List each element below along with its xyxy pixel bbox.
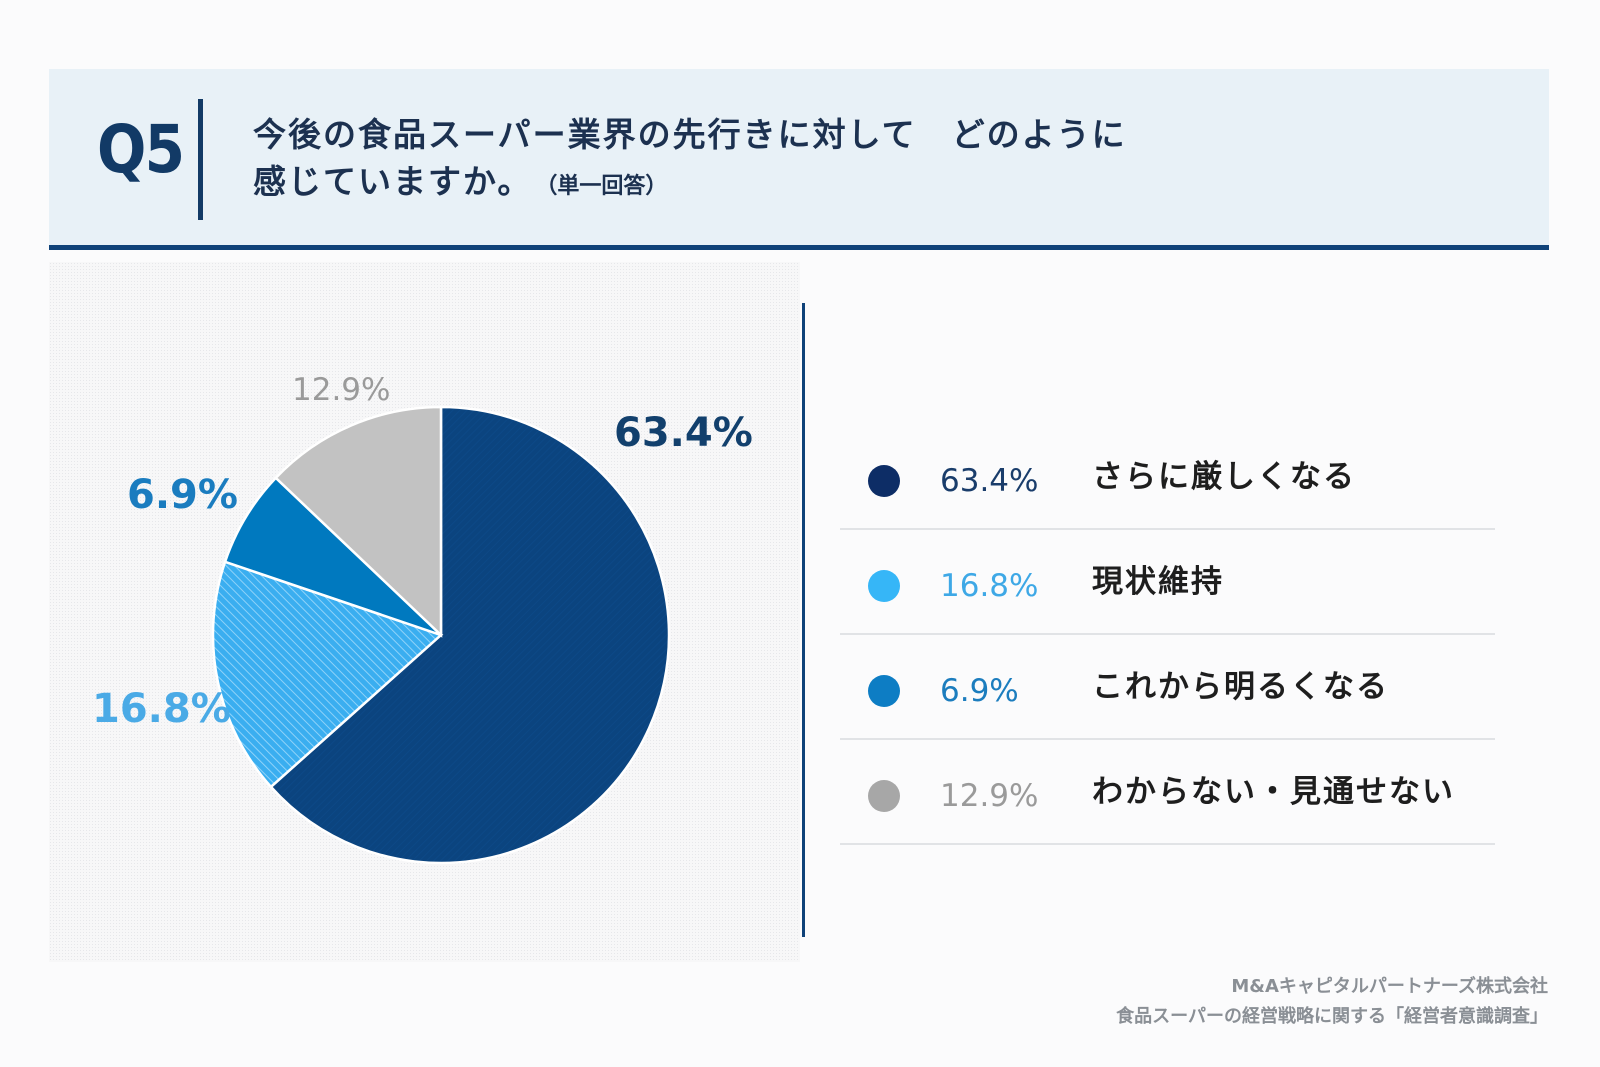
legend-percent: 16.8% [940, 568, 1039, 604]
legend-item: 16.8% 現状維持 [840, 530, 1495, 635]
pie-percent-label: 63.4% [614, 410, 753, 456]
legend-percent: 12.9% [940, 778, 1039, 814]
pie-slice [269, 405, 671, 865]
legend-label: 現状維持 [1092, 564, 1224, 600]
chart-panel: 63.4% 16.8% 6.9% 12.9% [49, 262, 800, 962]
legend-dot [868, 465, 900, 497]
legend-dot [868, 675, 900, 707]
legend-label: わからない・見通せない [1092, 774, 1455, 810]
question-header: Q5 今後の食品スーパー業界の先行きに対して どのように 感じていますか。 （単一… [49, 69, 1549, 250]
source-company: M&Aキャピタルパートナーズ株式会社 [1231, 976, 1548, 997]
legend-percent: 6.9% [940, 673, 1019, 709]
question-number: Q5 [97, 111, 185, 188]
pie-slice [211, 560, 444, 789]
header-divider [198, 99, 203, 220]
pie-percent-label: 12.9% [292, 372, 390, 408]
legend-item: 12.9% わからない・見通せない [840, 740, 1495, 845]
source-credit: M&Aキャピタルパートナーズ株式会社 食品スーパーの経営戦略に関する「経営者意識… [1116, 972, 1548, 1032]
question-title-line1: 今後の食品スーパー業界の先行きに対して どのように [253, 115, 1127, 154]
legend-dot [868, 570, 900, 602]
pie-percent-label: 6.9% [127, 472, 238, 518]
question-title-line2-text: 感じていますか。 [253, 162, 533, 201]
pie-chart: 63.4% 16.8% 6.9% 12.9% [92, 372, 753, 865]
pie-slice [274, 405, 443, 638]
legend-label: これから明るくなる [1092, 669, 1389, 705]
legend-dot [868, 780, 900, 812]
legend-label: さらに厳しくなる [1092, 459, 1356, 495]
answer-type-note: （単一回答） [546, 174, 668, 199]
legend: 63.4% さらに厳しくなる 16.8% 現状維持 6.9% これから明るくなる… [840, 425, 1495, 845]
source-survey: 食品スーパーの経営戦略に関する「経営者意識調査」 [1116, 1006, 1548, 1027]
question-title: 今後の食品スーパー業界の先行きに対して どのように 感じていますか。 （単一回答） [253, 111, 1127, 210]
pie-percent-label: 16.8% [92, 686, 231, 732]
legend-item: 63.4% さらに厳しくなる [840, 425, 1495, 530]
legend-item: 6.9% これから明るくなる [840, 635, 1495, 740]
legend-percent: 63.4% [940, 463, 1039, 499]
vertical-divider [802, 303, 805, 937]
question-title-line2: 感じていますか。 （単一回答） [253, 158, 1127, 210]
